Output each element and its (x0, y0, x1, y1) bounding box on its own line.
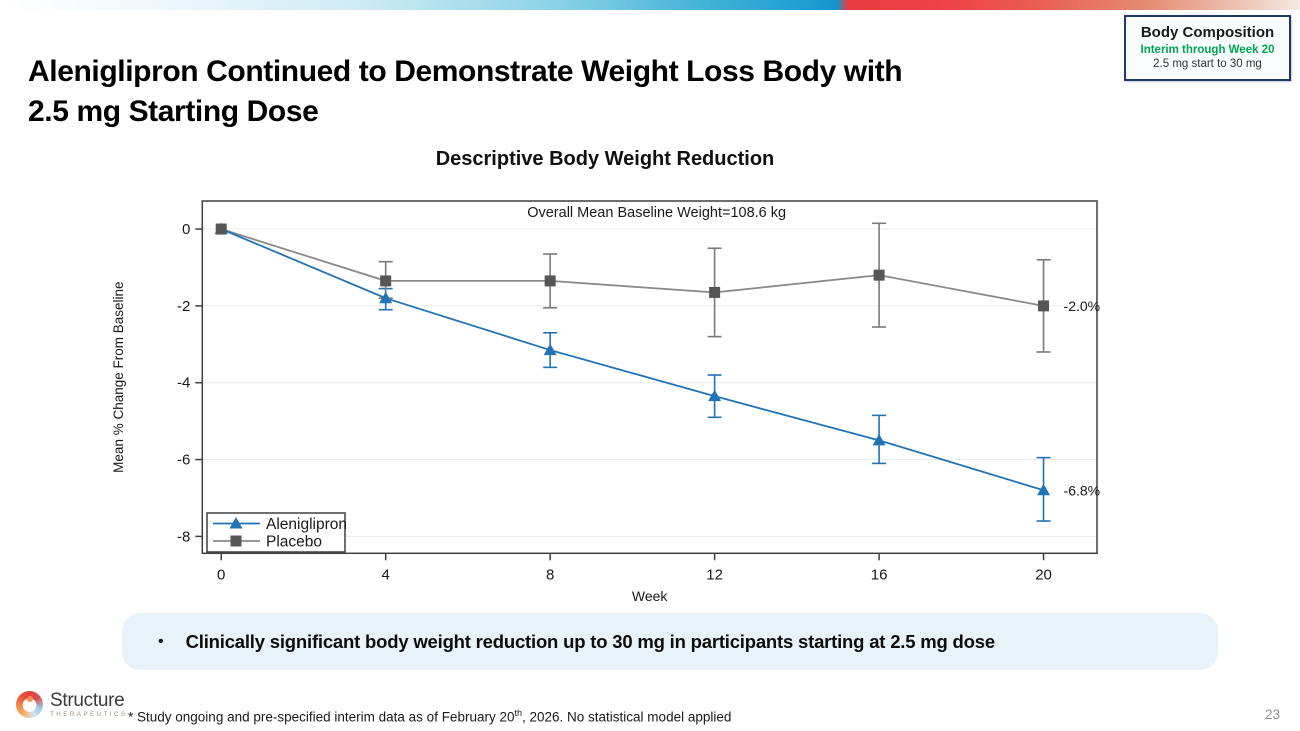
structure-therapeutics-logo: Structure THERAPEUTICS (16, 690, 128, 719)
end-label-aleniglipron: -6.8% (1064, 482, 1101, 498)
svg-text:0: 0 (217, 566, 225, 583)
svg-text:-8: -8 (177, 528, 190, 545)
slide-title: Aleniglipron Continued to Demonstrate We… (28, 52, 1098, 132)
top-gradient-bar (0, 0, 1300, 10)
body-composition-badge: Body Composition Interim through Week 20… (1124, 15, 1291, 81)
svg-text:-6: -6 (177, 452, 190, 469)
svg-text:8: 8 (546, 566, 554, 583)
svg-text:4: 4 (382, 566, 390, 583)
y-axis: 0 -2 -4 -6 -8 (177, 221, 203, 545)
svg-text:12: 12 (706, 566, 723, 583)
key-takeaway-text: Clinically significant body weight reduc… (185, 630, 996, 652)
bullet-icon: • (158, 632, 164, 650)
chart-title: Descriptive Body Weight Reduction (435, 148, 775, 170)
x-axis-label: Week (632, 588, 669, 604)
y-axis-label: Mean % Change From Baseline (111, 281, 126, 472)
x-axis: 0 4 8 12 16 20 (217, 553, 1052, 583)
badge-detail: 2.5 mg start to 30 mg (1153, 58, 1262, 71)
line-placebo (220, 228, 1044, 307)
svg-text:-4: -4 (177, 375, 190, 392)
logo-name: Structure (50, 690, 125, 711)
markers-placebo (215, 223, 1050, 312)
weight-loss-line-chart: Overall Mean Baseline Weight=108.6 kg -6.… (111, 200, 1101, 604)
slide-title-line1: Aleniglipron Continued to Demonstrate We… (28, 55, 903, 88)
footnote: * Study ongoing and pre-specified interi… (128, 708, 732, 725)
legend-label-placebo: Placebo (266, 534, 322, 551)
line-aleniglipron (220, 228, 1044, 492)
badge-title: Body Composition (1140, 24, 1275, 42)
svg-text:-2: -2 (177, 298, 190, 315)
legend-label-aleniglipron: Aleniglipron (266, 516, 347, 533)
gridlines (202, 228, 1097, 537)
slide-title-line2: 2.5 mg Starting Dose (28, 95, 319, 128)
key-takeaway-callout: • Clinically significant body weight red… (122, 613, 1218, 670)
svg-text:20: 20 (1035, 566, 1052, 583)
svg-text:16: 16 (871, 566, 888, 583)
end-label-placebo: -2.0% (1064, 298, 1101, 314)
structure-logo-icon (16, 691, 43, 719)
baseline-weight-annotation: Overall Mean Baseline Weight=108.6 kg (527, 205, 786, 221)
page-number: 23 (1264, 707, 1280, 722)
logo-subtext: THERAPEUTICS (50, 711, 128, 718)
svg-text:0: 0 (182, 221, 190, 238)
badge-subtitle: Interim through Week 20 (1140, 44, 1275, 56)
plot-frame (201, 200, 1098, 555)
